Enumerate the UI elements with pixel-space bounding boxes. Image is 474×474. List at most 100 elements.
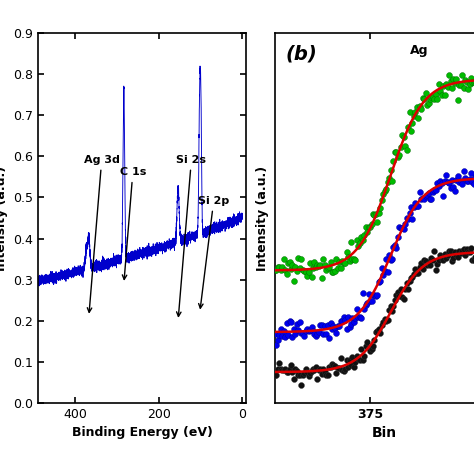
- Point: [362, 223, 369, 231]
- Point: [365, 223, 373, 230]
- Point: [286, 365, 293, 373]
- Point: [387, 166, 394, 174]
- Point: [456, 247, 463, 255]
- Point: [292, 264, 299, 271]
- Point: [409, 119, 416, 127]
- Point: [423, 262, 431, 269]
- Point: [404, 123, 412, 131]
- Point: [467, 169, 474, 177]
- Point: [292, 331, 299, 338]
- Point: [420, 95, 428, 103]
- Point: [344, 313, 352, 321]
- Point: [387, 256, 394, 264]
- Point: [374, 292, 381, 299]
- Point: [298, 255, 305, 263]
- Point: [375, 278, 383, 286]
- Point: [359, 237, 366, 244]
- Point: [423, 191, 431, 199]
- Point: [388, 177, 396, 184]
- Point: [425, 99, 432, 107]
- Point: [310, 331, 318, 338]
- Point: [411, 200, 419, 207]
- Point: [454, 96, 462, 103]
- Point: [435, 182, 443, 190]
- Point: [305, 268, 312, 276]
- Point: [419, 194, 427, 201]
- Point: [460, 246, 467, 253]
- Point: [302, 365, 310, 373]
- Point: [401, 285, 409, 293]
- Point: [341, 365, 349, 373]
- Point: [383, 185, 390, 193]
- Point: [458, 248, 466, 255]
- Point: [460, 167, 467, 175]
- Point: [283, 270, 291, 277]
- Point: [457, 177, 465, 185]
- Point: [355, 313, 362, 321]
- Point: [444, 83, 451, 91]
- Point: [317, 321, 324, 328]
- Point: [442, 254, 450, 262]
- Point: [336, 322, 343, 329]
- Point: [406, 278, 413, 285]
- Point: [289, 261, 296, 268]
- Point: [450, 254, 457, 261]
- Point: [352, 256, 359, 264]
- Point: [391, 296, 399, 303]
- Point: [439, 82, 447, 90]
- Point: [465, 248, 472, 256]
- Point: [447, 247, 454, 255]
- Point: [418, 195, 425, 203]
- Point: [309, 365, 317, 373]
- Point: [315, 366, 323, 374]
- Point: [368, 297, 375, 305]
- Point: [384, 178, 392, 186]
- Point: [302, 327, 310, 335]
- Point: [461, 251, 469, 258]
- Point: [390, 243, 397, 250]
- Point: [442, 172, 450, 179]
- Point: [325, 364, 333, 371]
- Point: [298, 382, 305, 389]
- Point: [314, 375, 321, 383]
- Point: [378, 321, 385, 329]
- Point: [379, 319, 387, 326]
- Point: [451, 79, 459, 86]
- Point: [308, 367, 315, 375]
- Point: [298, 329, 305, 337]
- Point: [301, 369, 308, 376]
- Point: [369, 292, 377, 299]
- Point: [365, 344, 373, 351]
- Point: [321, 261, 328, 269]
- Point: [301, 332, 308, 340]
- Point: [428, 195, 435, 202]
- Point: [434, 95, 441, 103]
- Point: [385, 307, 393, 314]
- Point: [429, 93, 437, 100]
- Point: [337, 317, 345, 325]
- Point: [341, 317, 349, 324]
- Point: [392, 292, 400, 299]
- Point: [422, 90, 429, 97]
- Point: [418, 260, 425, 267]
- Point: [466, 81, 474, 88]
- Point: [328, 268, 336, 275]
- Point: [431, 247, 438, 255]
- Point: [467, 74, 474, 82]
- Point: [437, 177, 444, 185]
- Point: [432, 90, 440, 98]
- Point: [472, 77, 474, 85]
- Point: [410, 203, 418, 211]
- Point: [416, 263, 424, 271]
- Point: [275, 264, 283, 271]
- Point: [343, 248, 350, 256]
- Point: [299, 371, 307, 379]
- Point: [318, 371, 326, 378]
- Point: [418, 105, 425, 112]
- Point: [312, 364, 319, 371]
- Point: [420, 256, 428, 264]
- Text: Ag: Ag: [410, 44, 428, 57]
- Point: [437, 251, 444, 259]
- Point: [465, 177, 472, 185]
- Point: [375, 325, 383, 333]
